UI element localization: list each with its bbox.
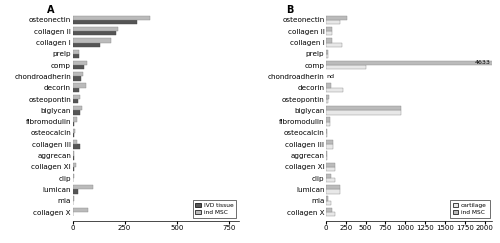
Bar [326,185,340,190]
Bar [326,99,328,103]
Bar [72,144,80,148]
Bar [72,190,78,194]
Bar [72,61,86,65]
Bar [326,106,401,110]
Bar [326,201,330,205]
Bar [326,61,500,65]
Bar [72,208,88,212]
Text: B: B [286,6,293,16]
Bar [326,27,332,31]
Bar [326,83,331,88]
Text: 4633: 4633 [475,61,491,65]
Bar [72,167,74,171]
Bar [72,27,118,31]
Bar [72,83,86,88]
Bar [326,88,342,92]
Bar [72,20,137,24]
Bar [326,167,336,171]
Bar [326,65,366,69]
Bar [326,20,340,24]
Bar [72,156,74,160]
Bar [72,106,82,110]
Bar [72,122,74,126]
Bar [326,178,336,182]
Bar [326,54,328,58]
Bar [72,117,77,122]
Bar [326,208,332,212]
Bar [72,50,79,54]
Bar [72,201,74,205]
Bar [326,212,336,216]
Bar [72,178,73,182]
Bar [326,163,336,167]
Bar [72,65,84,69]
Bar [326,174,330,178]
Bar [72,72,83,76]
Bar [72,88,79,92]
Bar [326,43,342,47]
Bar [72,31,116,35]
Bar [72,129,75,133]
Bar [72,185,94,190]
Bar [72,99,78,103]
Bar [72,212,73,216]
Text: A: A [46,6,54,16]
Bar [72,16,150,20]
Bar [72,140,77,144]
Bar [72,95,80,99]
Bar [326,16,347,20]
Bar [72,174,74,178]
Text: nd: nd [326,74,334,79]
Bar [326,190,340,194]
Bar [326,122,330,126]
Bar [72,163,76,167]
Bar [72,38,111,43]
Bar [72,133,74,137]
Bar [326,50,328,54]
Legend: cartilage, ind MSC: cartilage, ind MSC [450,200,490,218]
Bar [72,76,81,81]
Bar [72,151,74,156]
Bar [326,197,328,201]
Bar [326,95,329,99]
Bar [326,144,332,148]
Bar [326,31,332,35]
Bar [72,110,80,115]
Bar [72,54,79,58]
Bar [326,38,332,43]
Bar [72,43,100,47]
Bar [326,140,332,144]
Bar [326,117,330,122]
Legend: IVD tissue, ind MSC: IVD tissue, ind MSC [192,200,236,218]
Bar [326,110,401,115]
Bar [72,197,74,201]
